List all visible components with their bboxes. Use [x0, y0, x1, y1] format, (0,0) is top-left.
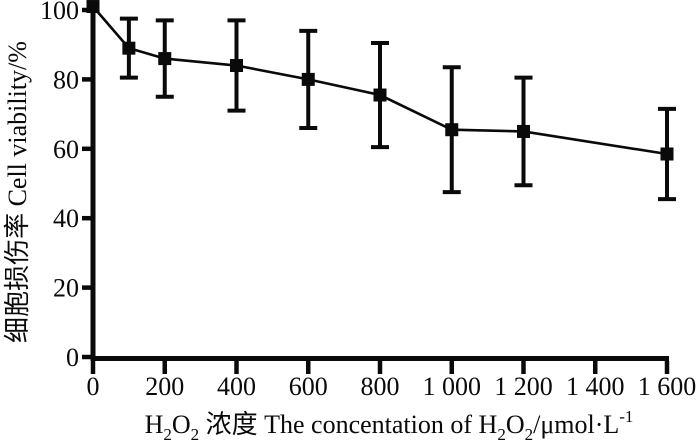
y-tick-label: 40 [53, 204, 79, 233]
data-point-marker [517, 124, 530, 138]
x-axis-ticks: 0 200 400 600 800 1 000 1 200 1 400 1 600 [87, 361, 697, 401]
y-tick-label: 20 [53, 274, 79, 303]
data-point-marker [301, 72, 315, 86]
x-tick-label: 1 200 [494, 372, 553, 401]
x-tick-label: 200 [145, 372, 184, 401]
x-tick-label: 0 [87, 372, 100, 401]
data-point-marker [230, 59, 243, 73]
x-tick-label: 1 400 [566, 372, 625, 401]
data-point-marker [86, 0, 100, 14]
x-tick-label: 800 [361, 372, 400, 401]
x-tick-label: 400 [217, 372, 256, 401]
x-tick-label: 600 [289, 372, 328, 401]
y-tick-label: 60 [53, 135, 79, 164]
x-tick-label: 1 600 [638, 372, 697, 401]
y-axis-title: 细胞损伤率 Cell viability/% [3, 41, 32, 343]
y-axis-ticks: 0 20 40 60 80 100 [40, 0, 91, 372]
data-series [86, 0, 676, 202]
data-point-marker [445, 123, 459, 137]
y-tick-label: 0 [66, 343, 79, 372]
x-tick-label: 1 000 [423, 372, 482, 401]
y-tick-label: 80 [53, 65, 79, 94]
axes [90, 8, 669, 361]
data-point-marker [373, 88, 387, 102]
data-point-marker [122, 41, 136, 55]
x-axis-title: H2O2 浓度 The concentation of H2O2/μmol·L-… [145, 407, 634, 442]
y-tick-label: 100 [40, 0, 79, 25]
data-point-marker [660, 147, 674, 161]
data-point-marker [158, 52, 172, 66]
